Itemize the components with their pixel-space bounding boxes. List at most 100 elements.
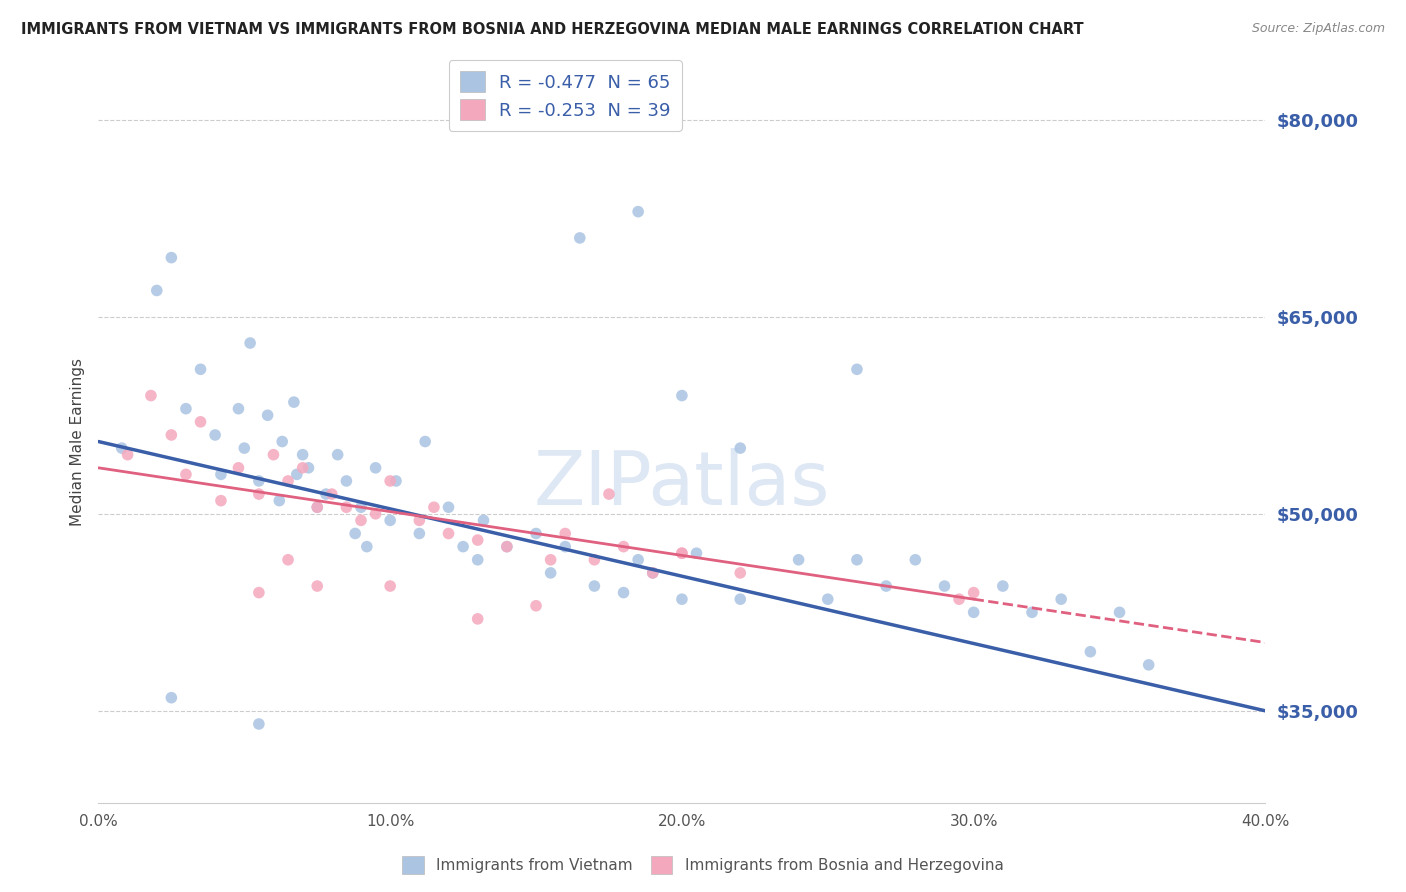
Point: [277, 474, 299, 488]
Point: [583, 553, 606, 567]
Text: ZIPatlas: ZIPatlas: [534, 449, 830, 522]
Point: [247, 585, 270, 599]
Point: [408, 526, 430, 541]
Point: [671, 546, 693, 560]
Point: [568, 231, 591, 245]
Point: [962, 605, 984, 619]
Point: [350, 500, 373, 515]
Point: [627, 553, 650, 567]
Point: [190, 362, 212, 376]
Point: [846, 362, 869, 376]
Text: IMMIGRANTS FROM VIETNAM VS IMMIGRANTS FROM BOSNIA AND HERZEGOVINA MEDIAN MALE EA: IMMIGRANTS FROM VIETNAM VS IMMIGRANTS FR…: [21, 22, 1084, 37]
Point: [315, 487, 337, 501]
Point: [451, 540, 474, 554]
Point: [817, 592, 839, 607]
Point: [467, 553, 489, 567]
Point: [269, 493, 291, 508]
Point: [356, 540, 378, 554]
Point: [291, 448, 314, 462]
Point: [467, 612, 489, 626]
Point: [730, 566, 752, 580]
Point: [247, 474, 270, 488]
Point: [364, 507, 387, 521]
Point: [991, 579, 1014, 593]
Point: [111, 441, 134, 455]
Point: [385, 474, 408, 488]
Point: [437, 526, 460, 541]
Point: [496, 540, 519, 554]
Point: [256, 409, 278, 423]
Point: [283, 395, 305, 409]
Legend: R = -0.477  N = 65, R = -0.253  N = 39: R = -0.477 N = 65, R = -0.253 N = 39: [449, 61, 682, 131]
Point: [117, 448, 139, 462]
Point: [160, 251, 183, 265]
Point: [408, 513, 430, 527]
Point: [904, 553, 927, 567]
Point: [146, 284, 169, 298]
Point: [948, 592, 970, 607]
Point: [380, 579, 402, 593]
Point: [160, 428, 183, 442]
Point: [271, 434, 294, 449]
Point: [239, 336, 262, 351]
Point: [846, 553, 869, 567]
Point: [583, 579, 606, 593]
Point: [730, 441, 752, 455]
Point: [934, 579, 956, 593]
Point: [350, 513, 373, 527]
Point: [160, 690, 183, 705]
Point: [380, 474, 402, 488]
Point: [344, 526, 367, 541]
Point: [174, 467, 197, 482]
Point: [524, 526, 547, 541]
Point: [671, 592, 693, 607]
Point: [228, 460, 250, 475]
Point: [1137, 657, 1160, 672]
Point: [612, 585, 634, 599]
Point: [321, 487, 343, 501]
Point: [540, 566, 562, 580]
Point: [291, 460, 314, 475]
Point: [228, 401, 250, 416]
Point: [174, 401, 197, 416]
Point: [787, 553, 810, 567]
Point: [554, 540, 576, 554]
Point: [1050, 592, 1073, 607]
Point: [262, 448, 284, 462]
Point: [307, 500, 329, 515]
Point: [496, 540, 519, 554]
Point: [685, 546, 707, 560]
Point: [247, 717, 270, 731]
Point: [413, 434, 436, 449]
Point: [540, 553, 562, 567]
Point: [612, 540, 634, 554]
Point: [1021, 605, 1043, 619]
Point: [1108, 605, 1130, 619]
Point: [297, 460, 319, 475]
Point: [598, 487, 620, 501]
Point: [875, 579, 897, 593]
Point: [641, 566, 664, 580]
Point: [364, 460, 387, 475]
Y-axis label: Median Male Earnings: Median Male Earnings: [69, 358, 84, 525]
Point: [641, 566, 664, 580]
Point: [139, 388, 162, 402]
Point: [307, 500, 329, 515]
Point: [247, 487, 270, 501]
Point: [467, 533, 489, 547]
Point: [380, 513, 402, 527]
Point: [524, 599, 547, 613]
Text: Source: ZipAtlas.com: Source: ZipAtlas.com: [1251, 22, 1385, 36]
Point: [730, 592, 752, 607]
Point: [209, 467, 232, 482]
Point: [335, 474, 357, 488]
Legend: Immigrants from Vietnam, Immigrants from Bosnia and Herzegovina: Immigrants from Vietnam, Immigrants from…: [396, 850, 1010, 880]
Point: [277, 553, 299, 567]
Point: [326, 448, 349, 462]
Point: [671, 546, 693, 560]
Point: [627, 204, 650, 219]
Point: [204, 428, 226, 442]
Point: [233, 441, 256, 455]
Point: [671, 388, 693, 402]
Point: [190, 415, 212, 429]
